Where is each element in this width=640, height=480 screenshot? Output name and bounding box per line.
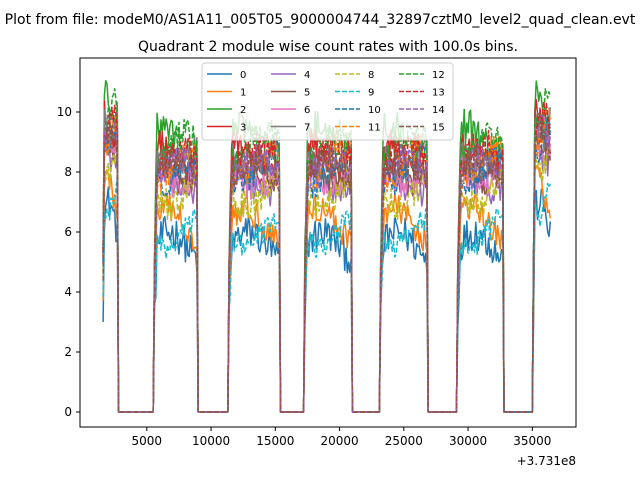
series-line-8 (102, 132, 551, 413)
legend-label-6: 6 (304, 105, 310, 116)
x-tick-label: 25000 (385, 434, 423, 448)
y-tick-label: 6 (64, 225, 72, 239)
legend-frame (201, 62, 454, 141)
legend-label-13: 13 (432, 88, 445, 99)
legend-label-14: 14 (432, 105, 445, 116)
y-tick-label: 4 (64, 285, 72, 299)
chart-suptitle: Plot from file: modeM0/AS1A11_005T05_900… (5, 12, 636, 28)
legend-label-8: 8 (368, 70, 374, 81)
legend-label-12: 12 (432, 70, 445, 81)
legend-label-10: 10 (368, 105, 381, 116)
x-tick-label: 30000 (449, 434, 487, 448)
axis-ticks: 5000 10000 15000 20000 25000 30000 35000 0 2 4 6 8 1… (57, 105, 552, 448)
legend-label-4: 4 (304, 70, 310, 81)
plot-area (79, 57, 577, 428)
legend-label-15: 15 (432, 123, 445, 134)
x-tick-label: 35000 (513, 434, 551, 448)
legend-label-1: 1 (240, 88, 246, 99)
y-tick-label: 10 (57, 105, 72, 119)
y-tick-label: 8 (64, 165, 72, 179)
series-line-15 (102, 115, 552, 413)
x-tick-label: 5000 (132, 434, 163, 448)
legend-label-5: 5 (304, 88, 310, 99)
chart-title: Quadrant 2 module wise count rates with … (138, 39, 518, 55)
legend-label-0: 0 (240, 70, 246, 81)
legend-label-9: 9 (368, 88, 374, 99)
legend-label-2: 2 (240, 105, 246, 116)
series-layer (102, 79, 552, 413)
x-tick-label: 20000 (320, 434, 358, 448)
y-tick-label: 0 (64, 405, 72, 419)
series-line-6 (102, 125, 552, 413)
series-line-9 (102, 174, 552, 413)
x-tick-label: 10000 (192, 434, 230, 448)
legend-label-7: 7 (304, 123, 310, 134)
y-tick-label: 2 (64, 345, 72, 359)
series-line-10 (102, 115, 552, 413)
legend-label-3: 3 (240, 123, 246, 134)
series-line-11 (102, 107, 552, 413)
x-tick-label: 15000 (256, 434, 294, 448)
x-offset-label: +3.731e8 (517, 454, 576, 468)
plot-frame (79, 57, 577, 428)
legend-label-11: 11 (368, 123, 381, 134)
